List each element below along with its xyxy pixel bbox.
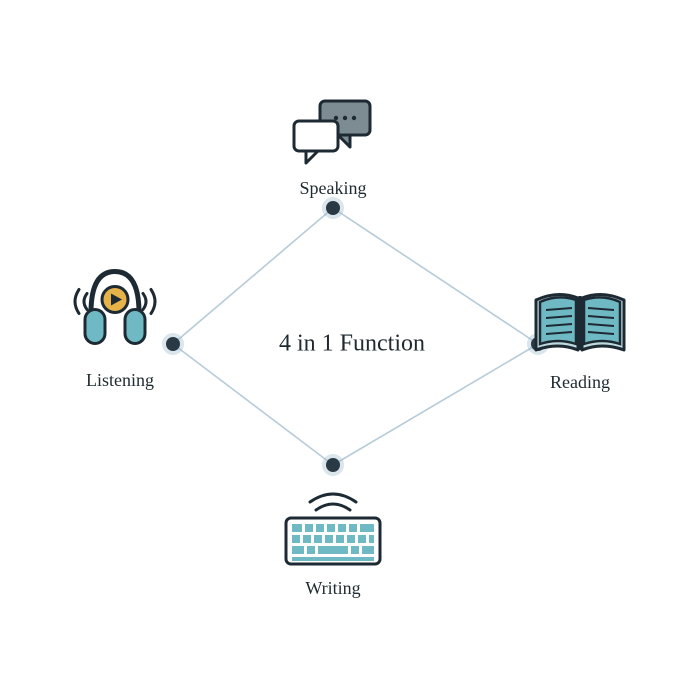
writing-icon — [278, 490, 388, 570]
node-dot-bottom — [326, 458, 340, 472]
listening-icon — [65, 258, 165, 353]
label-reading: Reading — [550, 372, 610, 393]
center-title: 4 in 1 Function — [279, 331, 425, 358]
speaking-icon — [288, 95, 378, 175]
diagram-canvas: 4 in 1 Function Speaking Listening Readi… — [0, 0, 700, 700]
label-writing: Writing — [305, 578, 360, 599]
label-listening: Listening — [86, 370, 154, 391]
node-dot-top — [326, 201, 340, 215]
node-dot-left — [166, 337, 180, 351]
reading-icon — [530, 280, 630, 360]
label-speaking: Speaking — [300, 178, 367, 199]
